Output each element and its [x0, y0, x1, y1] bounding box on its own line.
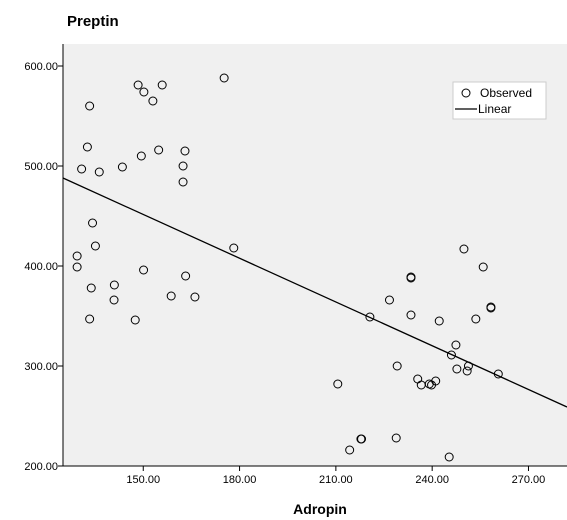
observed-point — [444, 452, 454, 462]
y-tick-label: 500.00 — [24, 161, 58, 173]
x-axis-label: Adropin — [293, 501, 347, 517]
observed-point — [493, 369, 503, 379]
observed-point — [85, 101, 95, 111]
y-tick-label: 300.00 — [24, 361, 58, 373]
observed-point — [166, 291, 176, 301]
observed-point — [333, 379, 343, 389]
observed-point — [77, 164, 87, 174]
observed-point — [427, 380, 437, 390]
observed-point — [452, 364, 462, 374]
legend-observed-marker — [461, 88, 471, 98]
data-points — [72, 73, 503, 462]
y-tick-label: 600.00 — [24, 61, 58, 73]
observed-point — [434, 316, 444, 326]
observed-point — [446, 350, 456, 360]
observed-point — [180, 146, 190, 156]
legend-linear-label: Linear — [478, 102, 511, 116]
observed-point — [219, 73, 229, 83]
x-tick-label: 150.00 — [126, 474, 160, 486]
observed-point — [471, 314, 481, 324]
x-tick-label: 180.00 — [223, 474, 257, 486]
observed-point — [86, 283, 96, 293]
observed-point — [88, 218, 98, 228]
observed-point — [478, 262, 488, 272]
observed-point — [345, 445, 355, 455]
y-tick-label: 200.00 — [24, 461, 58, 473]
observed-point — [72, 262, 82, 272]
chart-title: Preptin — [67, 13, 119, 30]
observed-point — [392, 361, 402, 371]
observed-point — [178, 161, 188, 171]
fit-line-group — [62, 177, 567, 408]
observed-point — [463, 361, 473, 371]
observed-point — [365, 312, 375, 322]
observed-point — [384, 295, 394, 305]
observed-point — [72, 251, 82, 261]
linear-fit-line — [62, 177, 567, 408]
observed-point — [157, 80, 167, 90]
observed-point — [139, 265, 149, 275]
observed-point — [117, 162, 127, 172]
observed-point — [82, 142, 92, 152]
x-tick-label: 210.00 — [319, 474, 353, 486]
observed-point — [391, 433, 401, 443]
observed-point — [94, 167, 104, 177]
observed-point — [181, 271, 191, 281]
legend-observed-label: Observed — [480, 86, 532, 100]
observed-point — [406, 273, 416, 283]
legend-box — [452, 81, 547, 120]
observed-point — [451, 340, 461, 350]
observed-point — [459, 244, 469, 254]
observed-point — [178, 177, 188, 187]
observed-point — [130, 315, 140, 325]
observed-point — [109, 295, 119, 305]
axis-ticks: 150.00 180.00 210.00 240.00 270.00 200.00 300.… — [24, 61, 545, 486]
legend: Observed Linear — [452, 81, 547, 120]
observed-point — [148, 96, 158, 106]
observed-point — [139, 87, 149, 97]
x-tick-label: 270.00 — [512, 474, 546, 486]
observed-point — [85, 314, 95, 324]
observed-point — [356, 434, 366, 444]
observed-point — [190, 292, 200, 302]
observed-point — [133, 80, 143, 90]
observed-point — [154, 145, 164, 155]
observed-point — [136, 151, 146, 161]
observed-point — [90, 241, 100, 251]
observed-point — [229, 243, 239, 253]
x-tick-label: 240.00 — [415, 474, 449, 486]
observed-point — [406, 310, 416, 320]
y-tick-label: 400.00 — [24, 261, 58, 273]
observed-point — [109, 280, 119, 290]
observed-point — [486, 303, 496, 313]
observed-point — [462, 366, 472, 376]
observed-point — [416, 380, 426, 390]
